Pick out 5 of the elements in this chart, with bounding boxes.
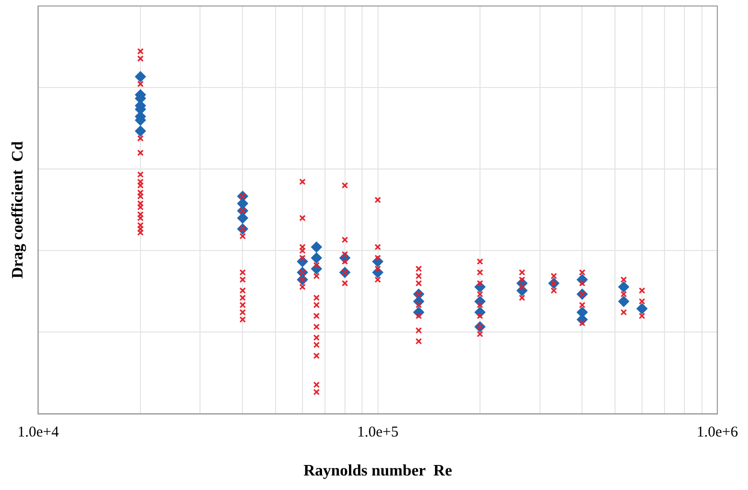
x-tick-label: 1.0e+4 — [18, 424, 60, 441]
x-tick-label: 1.0e+6 — [696, 424, 738, 441]
y-axis-title: Drag coefficient Cd — [10, 141, 27, 279]
x-axis-title: Raynolds number Re — [303, 462, 452, 480]
x-tick-label: 1.0e+5 — [357, 424, 398, 441]
